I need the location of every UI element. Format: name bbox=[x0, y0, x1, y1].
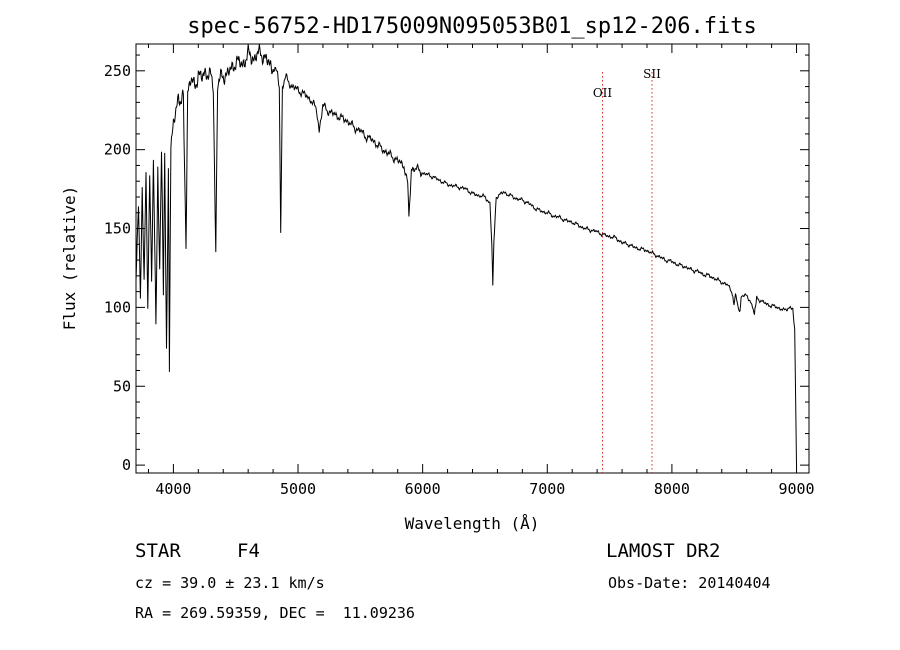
object-class: STAR bbox=[135, 540, 181, 562]
chart-title: spec-56752-HD175009N095053B01_sp12-206.f… bbox=[187, 14, 757, 39]
velocity-text: cz = 39.0 ± 23.1 km/s bbox=[135, 574, 325, 592]
y-tick-label: 200 bbox=[104, 141, 131, 159]
plot-area: 4000 5000 6000 7000 8000 9000 0 50 100 150 200 250 O… bbox=[104, 43, 815, 498]
x-tick-label: 6000 bbox=[405, 480, 441, 498]
x-tick-label: 5000 bbox=[280, 480, 316, 498]
plot-frame bbox=[135, 43, 810, 474]
flux-spectrum-line bbox=[135, 43, 797, 466]
emission-line-label: SII bbox=[643, 67, 661, 81]
x-tick-label: 7000 bbox=[529, 480, 565, 498]
obs-date-text: Obs-Date: 20140404 bbox=[608, 574, 771, 592]
y-tick-label: 50 bbox=[113, 377, 131, 395]
y-axis-label: Flux (relative) bbox=[60, 186, 79, 331]
y-tick-label: 150 bbox=[104, 220, 131, 238]
y-tick-label: 100 bbox=[104, 298, 131, 316]
survey-label: LAMOST DR2 bbox=[606, 540, 721, 562]
object-subclass: F4 bbox=[237, 540, 260, 562]
x-tick-label: 9000 bbox=[778, 480, 814, 498]
emission-line-label: OII bbox=[593, 86, 613, 100]
x-axis-label: Wavelength (Å) bbox=[405, 514, 540, 533]
y-tick-label: 0 bbox=[122, 456, 131, 474]
x-tick-label: 4000 bbox=[155, 480, 191, 498]
y-tick-label: 250 bbox=[104, 62, 131, 80]
coordinates-text: RA = 269.59359, DEC = 11.09236 bbox=[135, 604, 415, 622]
x-tick-label: 8000 bbox=[654, 480, 690, 498]
